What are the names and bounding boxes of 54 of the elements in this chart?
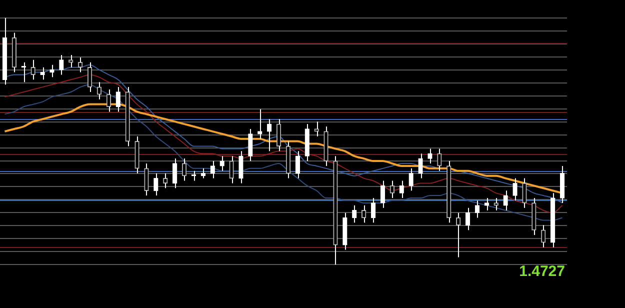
- candlestick: [295, 150, 300, 179]
- annotation: 1.4727: [519, 263, 565, 280]
- candlestick: [399, 180, 404, 199]
- candlestick: [370, 198, 376, 224]
- candlestick: [229, 156, 234, 184]
- candlestick: [465, 207, 470, 231]
- candlestick: [456, 212, 461, 258]
- candlestick: [522, 178, 527, 208]
- candlestick: [314, 121, 319, 137]
- candlestick: [125, 86, 130, 147]
- candlestick: [361, 204, 366, 224]
- candlestick: [87, 62, 92, 92]
- candlestick: [116, 86, 120, 112]
- candlestick: [238, 150, 244, 184]
- candlestick: [144, 162, 149, 196]
- candlestick: [276, 118, 282, 152]
- candlestick: [266, 118, 272, 152]
- candlestick: [304, 124, 310, 162]
- candlestick: [437, 148, 442, 172]
- candlestick: [210, 160, 215, 179]
- candlestick: [532, 198, 536, 236]
- candlestick: [12, 32, 17, 73]
- candlestick: [352, 204, 357, 224]
- candlestick: [134, 136, 140, 174]
- candlestick: [324, 126, 328, 166]
- candlestick: [154, 172, 158, 196]
- candlestick: [182, 158, 187, 182]
- candlestick: [446, 160, 452, 224]
- candlestick: [503, 190, 508, 211]
- candlestick: [2, 18, 8, 86]
- candlestick: [172, 158, 178, 189]
- candlestick: [428, 148, 432, 164]
- candlestick: [59, 54, 64, 76]
- candlestick: [418, 153, 423, 179]
- candlestick: [408, 168, 414, 192]
- candlestick: [474, 200, 480, 218]
- candlestick: [512, 178, 518, 201]
- candlestick: [40, 66, 45, 80]
- candlestick: [390, 180, 395, 199]
- candlestick: [96, 82, 102, 100]
- candlestick: [50, 64, 54, 78]
- candlestick: [333, 156, 338, 266]
- candlestick: [550, 192, 556, 248]
- candlestick: [342, 212, 348, 250]
- candlestick: [286, 140, 291, 179]
- candlestick: [380, 180, 386, 208]
- candlestick: [560, 165, 565, 204]
- candlestick: [220, 156, 224, 172]
- candlestick: [78, 56, 83, 73]
- candlestick: [30, 59, 36, 80]
- candlestick: [163, 172, 168, 189]
- candlestick: [541, 224, 546, 248]
- candlestick: [106, 89, 112, 112]
- candlestick: [248, 128, 253, 162]
